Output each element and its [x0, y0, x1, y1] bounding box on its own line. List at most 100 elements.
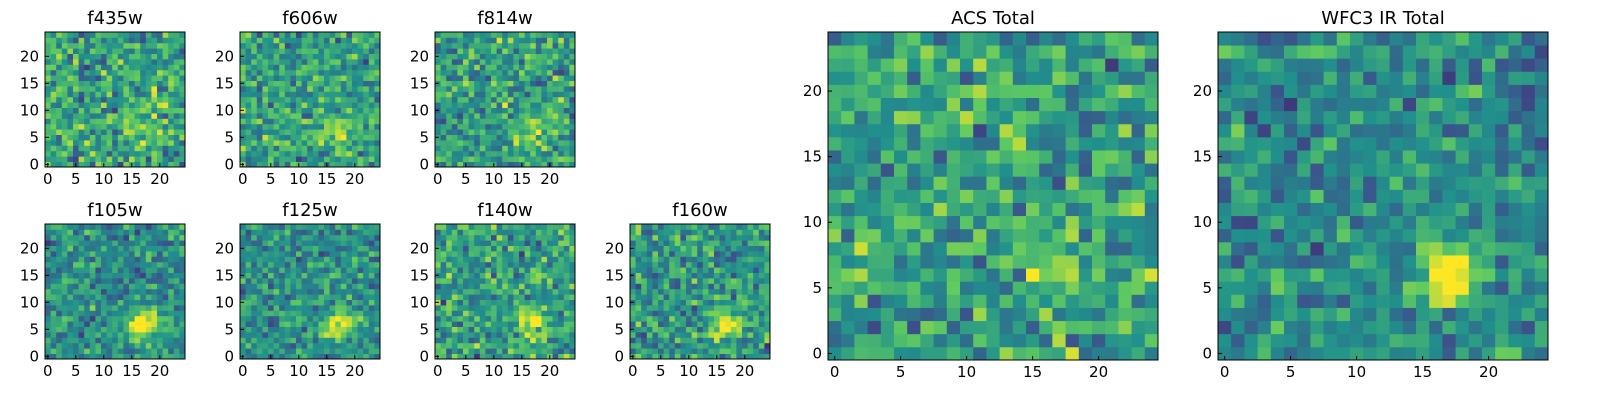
- heatmap-cell: [318, 75, 325, 81]
- heatmap-cell: [307, 256, 314, 263]
- heatmap-cell: [95, 107, 102, 114]
- heatmap-cell: [145, 32, 152, 38]
- heatmap-cell: [686, 224, 692, 230]
- heatmap-cell: [179, 229, 186, 236]
- heatmap-cell: [1105, 346, 1119, 361]
- heatmap-cell: [674, 240, 681, 246]
- heatmap-cell: [524, 32, 531, 38]
- heatmap-cell: [312, 102, 319, 108]
- heatmap-cell: [440, 310, 447, 317]
- heatmap-cell: [307, 321, 314, 327]
- heatmap-cell: [67, 321, 74, 327]
- heatmap-cell: [368, 134, 375, 141]
- heatmap-cell: [507, 305, 514, 311]
- heatmap-cell: [290, 240, 297, 246]
- heatmap-cell: [708, 294, 715, 300]
- heatmap-cell: [440, 234, 447, 241]
- heatmap-cell: [173, 140, 180, 146]
- heatmap-cell: [134, 80, 141, 87]
- heatmap-cell: [491, 42, 497, 49]
- heatmap-cell: [346, 256, 353, 263]
- heatmap-cell: [301, 118, 308, 125]
- heatmap-cell: [663, 315, 670, 322]
- heatmap-cell: [742, 229, 748, 236]
- heatmap-cell: [552, 113, 559, 119]
- heatmap-cell: [535, 251, 542, 257]
- heatmap-cell: [357, 113, 364, 119]
- heatmap-cell: [669, 224, 676, 230]
- heatmap-cell: [352, 256, 358, 263]
- heatmap-cell: [468, 305, 475, 311]
- heatmap-cell: [1144, 255, 1159, 269]
- heatmap-cell: [78, 321, 85, 327]
- heatmap-cell: [284, 156, 291, 162]
- heatmap-cell: [145, 150, 152, 157]
- heatmap-cell: [173, 337, 180, 344]
- heatmap-cell: [312, 75, 319, 81]
- heatmap-cell: [329, 234, 336, 241]
- heatmap-cell: [335, 251, 342, 257]
- heatmap-cell: [1052, 123, 1066, 138]
- heatmap-cell: [89, 42, 96, 49]
- heatmap-cell: [1092, 333, 1106, 348]
- heatmap-cell: [140, 315, 147, 322]
- heatmap-cell: [273, 251, 280, 257]
- heatmap-cell: [457, 229, 464, 236]
- heatmap-cell: [240, 256, 246, 263]
- heatmap-cell: [363, 91, 370, 98]
- heatmap-cell: [134, 37, 141, 44]
- heatmap-cell: [524, 294, 531, 300]
- heatmap-cell: [474, 332, 481, 338]
- heatmap-cell: [268, 305, 274, 311]
- heatmap-cell: [558, 48, 565, 54]
- heatmap-cell: [946, 176, 961, 190]
- y-tick-label: 5: [224, 128, 234, 146]
- heatmap-cell: [78, 332, 85, 338]
- heatmap-cell: [129, 86, 135, 92]
- heatmap-cell: [329, 326, 336, 333]
- heatmap-cell: [106, 53, 113, 60]
- heatmap-cell: [563, 91, 570, 98]
- heatmap-cell: [446, 75, 453, 81]
- heatmap-cell: [719, 305, 726, 311]
- heatmap-cell: [106, 310, 113, 317]
- heatmap-cell: [496, 156, 503, 162]
- heatmap-cell: [474, 96, 481, 103]
- heatmap-cell: [61, 140, 68, 146]
- heatmap-cell: [530, 224, 537, 230]
- heatmap-cell: [84, 332, 91, 338]
- heatmap-cell: [89, 86, 96, 92]
- heatmap-cell: [101, 42, 107, 49]
- heatmap-cell: [753, 288, 760, 295]
- heatmap-cell: [268, 256, 274, 263]
- heatmap-cell: [173, 156, 180, 162]
- heatmap-cell: [168, 118, 175, 125]
- heatmap-cell: [828, 320, 842, 335]
- heatmap-cell: [89, 129, 96, 135]
- heatmap-cell: [50, 145, 57, 152]
- heatmap-cell: [457, 107, 464, 114]
- heatmap-cell: [530, 107, 537, 114]
- heatmap-cell: [134, 129, 141, 135]
- heatmap-cell: [50, 256, 57, 263]
- heatmap-cell: [129, 123, 135, 130]
- heatmap-cell: [485, 53, 492, 60]
- heatmap-cell: [245, 134, 252, 141]
- heatmap-cell: [357, 353, 364, 360]
- heatmap-cell: [491, 69, 497, 76]
- heatmap-cell: [368, 150, 375, 157]
- heatmap-cell: [45, 118, 51, 125]
- heatmap-cell: [547, 64, 553, 71]
- heatmap-cell: [279, 261, 286, 268]
- heatmap-cell: [318, 113, 325, 119]
- heatmap-cell: [179, 283, 186, 290]
- heatmap-cell: [680, 272, 687, 279]
- heatmap-cell: [507, 129, 514, 135]
- heatmap-cell: [451, 294, 458, 300]
- heatmap-cell: [112, 229, 119, 236]
- heatmap-cell: [67, 245, 74, 252]
- heatmap-cell: [256, 80, 263, 87]
- heatmap-cell: [547, 288, 553, 295]
- heatmap-cell: [547, 107, 553, 114]
- heatmap-cell: [307, 337, 314, 344]
